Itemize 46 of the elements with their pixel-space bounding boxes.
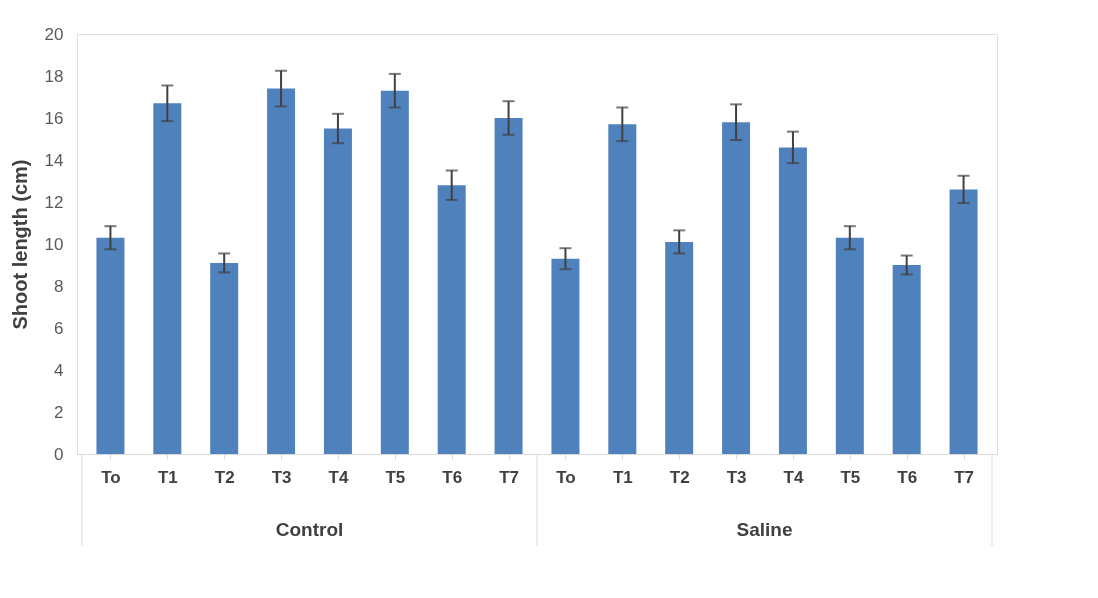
y-tick-label: 10 xyxy=(44,234,64,254)
y-tick-label: 18 xyxy=(44,66,64,86)
y-axis-title: Shoot length (cm) xyxy=(8,159,31,330)
bar xyxy=(323,128,352,454)
bar xyxy=(494,118,523,454)
bar xyxy=(722,122,751,454)
x-tick-label: T2 xyxy=(669,467,690,487)
bar xyxy=(835,237,864,454)
text: Saline xyxy=(736,519,793,540)
x-tick-label: T4 xyxy=(328,467,349,487)
x-tick-label: T1 xyxy=(157,467,178,487)
bar xyxy=(778,147,807,454)
text: Control xyxy=(275,519,344,540)
bar xyxy=(551,258,580,454)
bar xyxy=(210,262,239,454)
x-tick-label: T6 xyxy=(442,467,463,487)
y-tick-label: 12 xyxy=(44,192,64,212)
y-tick-label: 20 xyxy=(44,24,64,44)
x-tick-label: T6 xyxy=(897,467,918,487)
y-tick-label: 2 xyxy=(54,402,64,422)
y-tick-label: 0 xyxy=(54,444,64,464)
x-tick-label: T3 xyxy=(726,467,747,487)
y-tick-label: 4 xyxy=(54,360,64,380)
bar xyxy=(892,265,921,454)
x-tick-label: T2 xyxy=(214,467,235,487)
bar xyxy=(608,124,637,454)
x-tick-label: T5 xyxy=(385,467,406,487)
bar xyxy=(665,241,694,454)
x-tick-label: To xyxy=(101,467,121,487)
bar xyxy=(153,103,182,454)
y-tick-label: 14 xyxy=(44,150,64,170)
bar xyxy=(380,90,409,454)
x-tick-label: T5 xyxy=(840,467,861,487)
x-tick-label: T3 xyxy=(271,467,292,487)
y-tick-label: 6 xyxy=(54,318,64,338)
x-tick-label: T1 xyxy=(612,467,633,487)
bar xyxy=(949,189,978,454)
x-tick-label: T7 xyxy=(499,467,519,487)
bar xyxy=(437,185,466,454)
x-tick-label: T7 xyxy=(954,467,974,487)
bar xyxy=(267,88,296,454)
x-tick-label: To xyxy=(556,467,576,487)
y-tick-label: 16 xyxy=(44,108,64,128)
y-tick-label: 8 xyxy=(54,276,64,296)
x-tick-label: T4 xyxy=(783,467,804,487)
bar xyxy=(96,237,125,454)
